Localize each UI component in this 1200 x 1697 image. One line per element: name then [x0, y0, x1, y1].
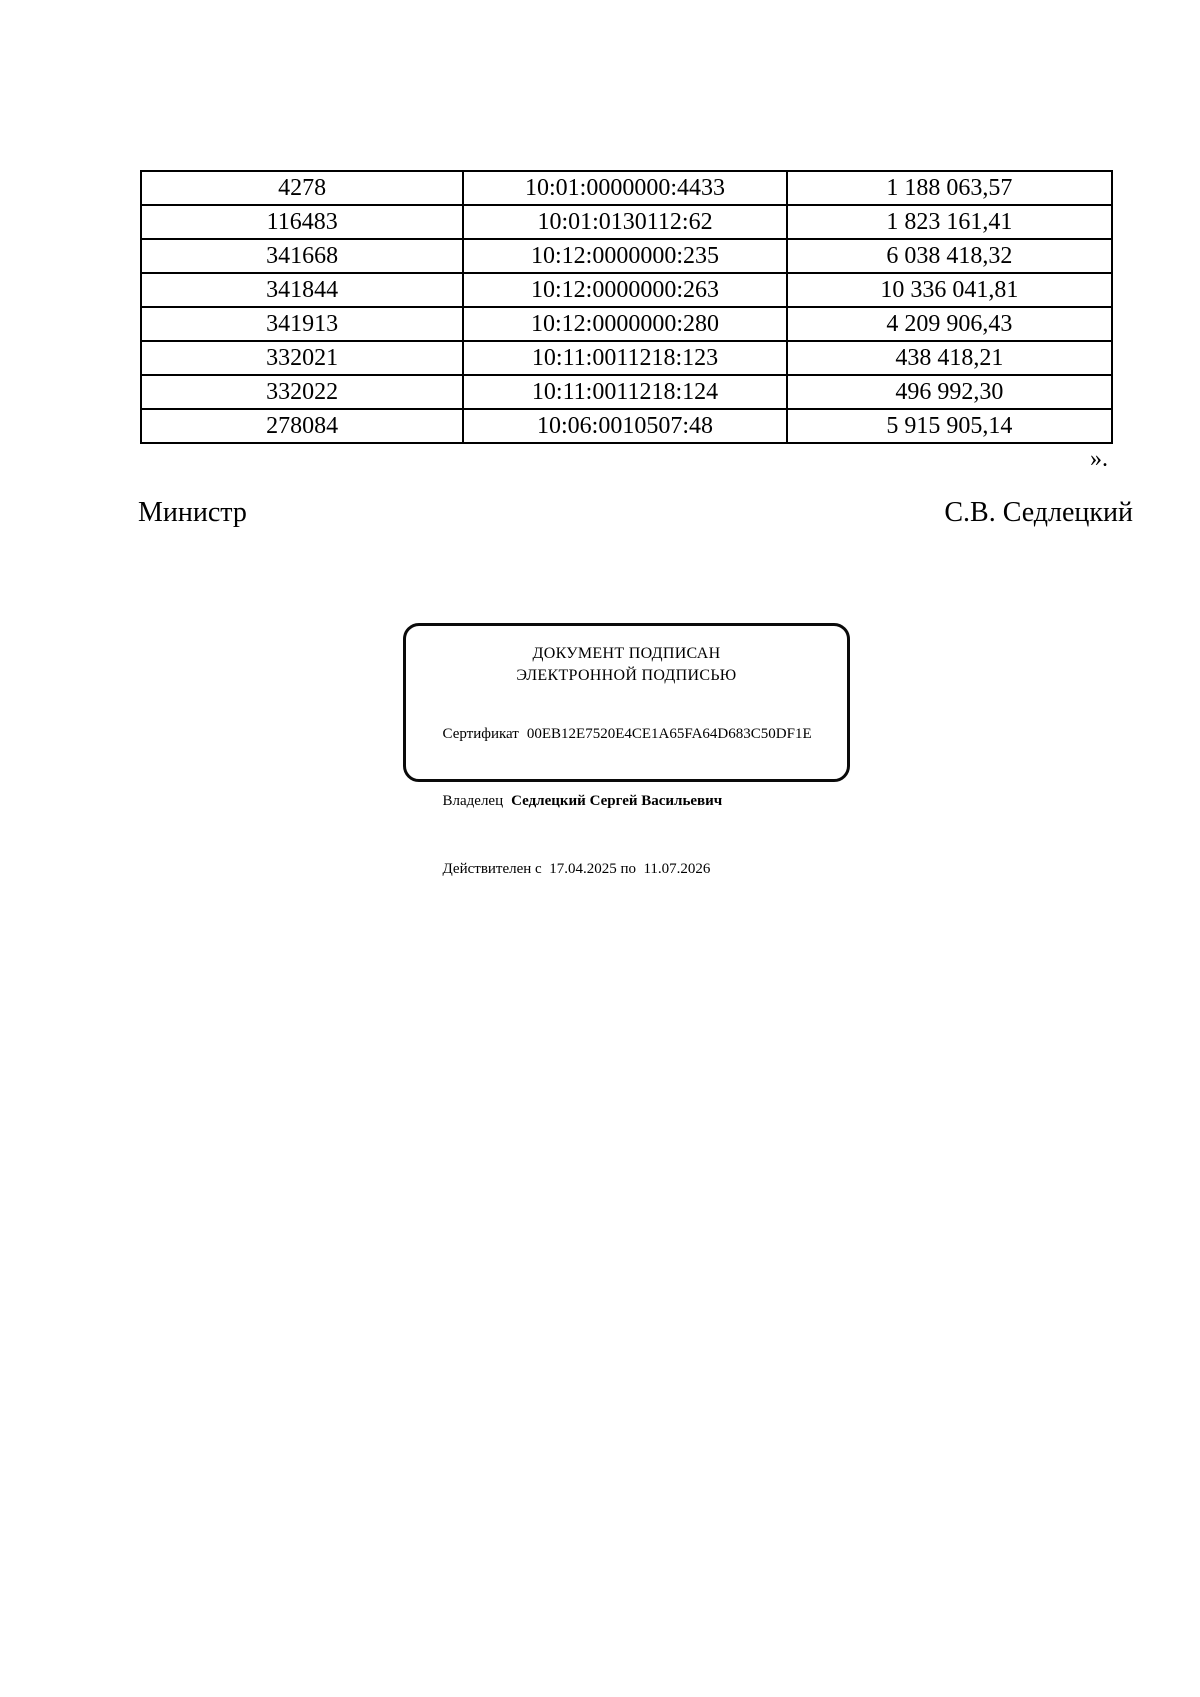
stamp-certificate-row: Сертификат 00EB12E7520E4CE1A65FA64D683C50…	[420, 700, 833, 768]
electronic-signature-stamp: ДОКУМЕНТ ПОДПИСАН ЭЛЕКТРОННОЙ ПОДПИСЬЮ С…	[403, 623, 850, 877]
table-cell: 341913	[139, 306, 465, 342]
table-body: 4278 10:01:0000000:4433 1 188 063,57 116483…	[139, 170, 1114, 444]
table-cell: 332022	[139, 374, 465, 410]
signature-line: Министр С.В. Седлецкий	[138, 497, 1133, 529]
table-cell: 10 336 041,81	[785, 272, 1114, 308]
stamp-validity-row: Действителен с 17.04.2025 по 11.07.2026	[420, 835, 833, 903]
table-cell: 496 992,30	[785, 374, 1114, 410]
stamp-title-line1: ДОКУМЕНТ ПОДПИСАН	[532, 645, 721, 662]
table-row: 332022 10:11:0011218:124 496 992,30	[139, 374, 1114, 410]
stamp-owner-row: Владелец Седлецкий Сергей Васильевич	[420, 768, 833, 836]
certificate-label: Сертификат	[442, 725, 519, 742]
table-cell: 4278	[139, 170, 465, 206]
table-row: 341913 10:12:0000000:280 4 209 906,43	[139, 306, 1114, 342]
table-row: 332021 10:11:0011218:123 438 418,21	[139, 340, 1114, 376]
validity-text: Действителен с 17.04.2025 по 11.07.2026	[442, 860, 711, 877]
table-cell: 10:12:0000000:235	[462, 238, 788, 274]
table-row: 341668 10:12:0000000:235 6 038 418,32	[139, 238, 1114, 274]
stamp-title: ДОКУМЕНТ ПОДПИСАН ЭЛЕКТРОННОЙ ПОДПИСЬЮ	[420, 643, 833, 687]
table-row: 278084 10:06:0010507:48 5 915 905,14	[139, 408, 1114, 444]
table-cell: 10:01:0000000:4433	[462, 170, 788, 206]
parcel-valuation-table: 4278 10:01:0000000:4433 1 188 063,57 116483…	[139, 170, 1114, 444]
signer-position: Министр	[138, 497, 247, 528]
table-cell: 1 823 161,41	[785, 204, 1114, 240]
table-cell: 10:01:0130112:62	[462, 204, 788, 240]
stamp-title-line2: ЭЛЕКТРОННОЙ ПОДПИСЬЮ	[516, 667, 737, 684]
table-cell: 10:12:0000000:280	[462, 306, 788, 342]
certificate-value: 00EB12E7520E4CE1A65FA64D683C50DF1E	[526, 725, 812, 742]
owner-label: Владелец	[442, 793, 504, 809]
table-cell: 10:11:0011218:124	[462, 374, 788, 410]
table-cell: 438 418,21	[785, 340, 1114, 376]
table-cell: 10:12:0000000:263	[462, 272, 788, 308]
table-row: 116483 10:01:0130112:62 1 823 161,41	[139, 204, 1114, 240]
table-row: 4278 10:01:0000000:4433 1 188 063,57	[139, 170, 1114, 206]
table-cell: 1 188 063,57	[785, 170, 1114, 206]
signer-name: С.В. Седлецкий	[944, 497, 1133, 528]
table-cell: 116483	[139, 204, 465, 240]
table-cell: 4 209 906,43	[785, 306, 1114, 342]
table-cell: 341844	[139, 272, 465, 308]
table-cell: 278084	[139, 408, 465, 444]
owner-value: Седлецкий Сергей Васильевич	[511, 793, 723, 809]
table-cell: 341668	[139, 238, 465, 274]
closing-quote-mark: ».	[1090, 446, 1108, 472]
table-row: 341844 10:12:0000000:263 10 336 041,81	[139, 272, 1114, 308]
table-cell: 10:11:0011218:123	[462, 340, 788, 376]
table-cell: 10:06:0010507:48	[462, 408, 788, 444]
table-cell: 332021	[139, 340, 465, 376]
table-cell: 5 915 905,14	[785, 408, 1114, 444]
table-cell: 6 038 418,32	[785, 238, 1114, 274]
